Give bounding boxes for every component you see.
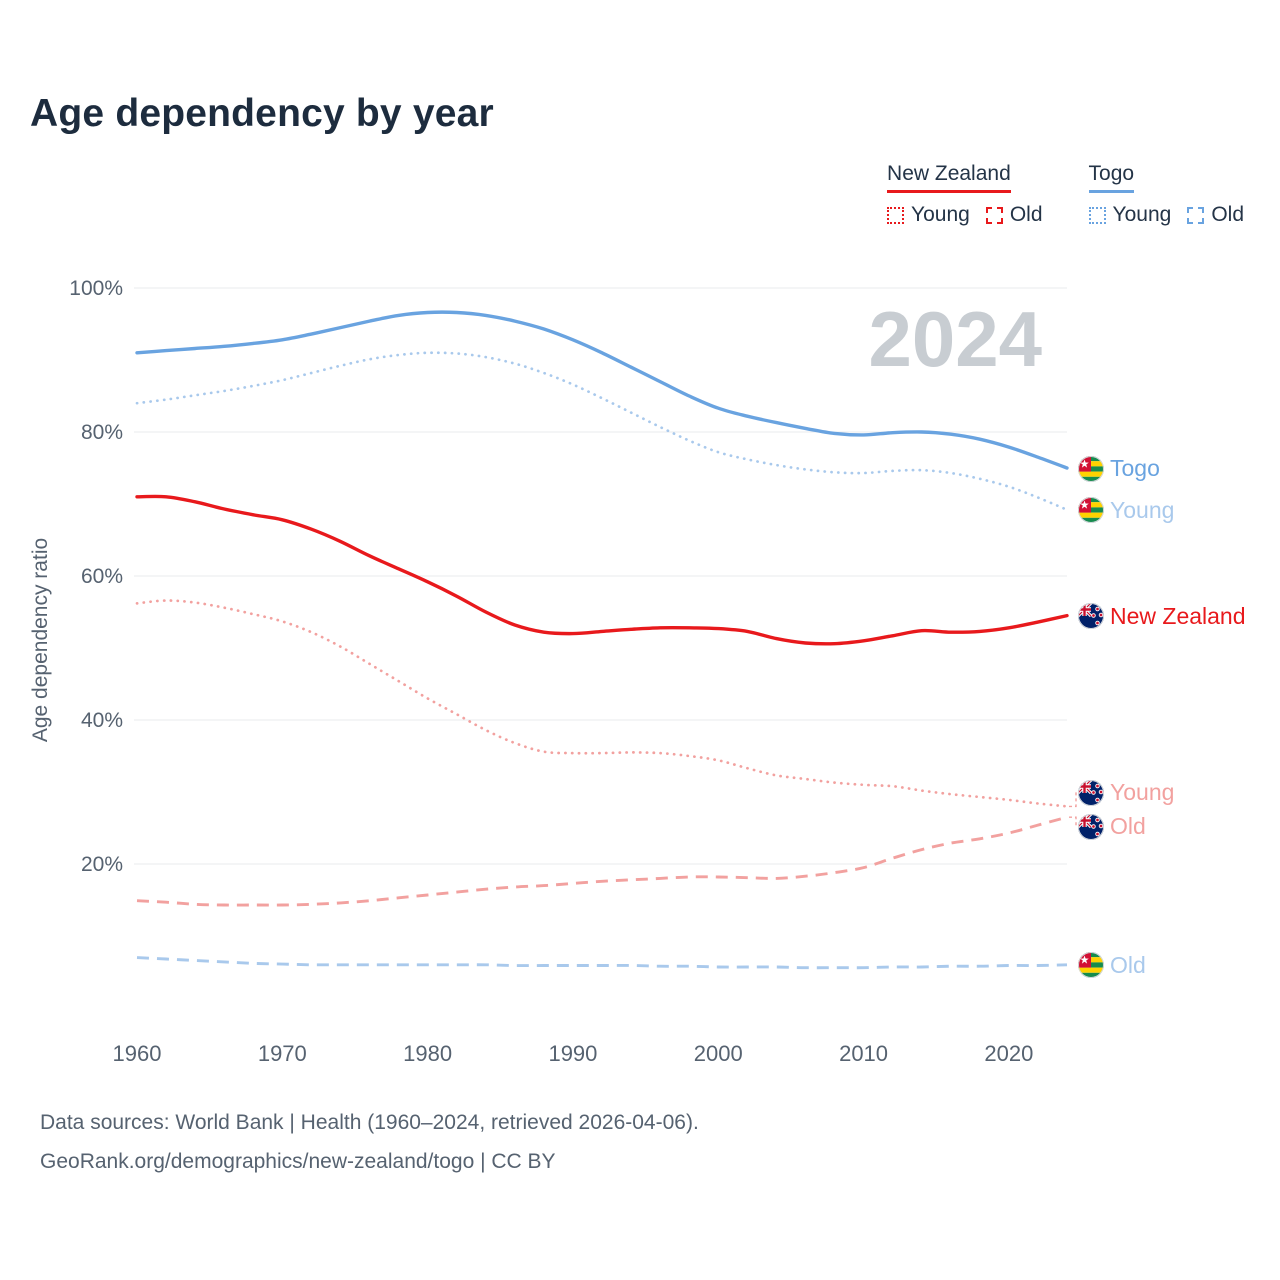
legend-items-new-zealand: Young Old xyxy=(887,203,1043,227)
x-tick-label: 1990 xyxy=(548,1041,597,1066)
x-tick-label: 2010 xyxy=(839,1041,888,1066)
legend-item-nz-young[interactable]: Young xyxy=(887,203,970,227)
series-line-togo xyxy=(135,310,1069,470)
series-line-young-togo xyxy=(135,351,1069,512)
footer-attribution: GeoRank.org/demographics/new-zealand/tog… xyxy=(40,1149,556,1173)
end-label-connector xyxy=(1069,816,1082,827)
legend-group-togo: Togo Young Old xyxy=(1088,162,1244,227)
x-tick-label: 1960 xyxy=(113,1041,162,1066)
y-axis-label: Age dependency ratio xyxy=(29,538,52,742)
togo-old-swatch-icon xyxy=(1187,206,1205,224)
y-tick-label: 20% xyxy=(81,853,123,876)
watermark-year: 2024 xyxy=(868,295,1042,383)
legend-items-togo: Young Old xyxy=(1088,203,1244,227)
legend-item-togo-young[interactable]: Young xyxy=(1088,203,1172,227)
legend-item-nz-old[interactable]: Old xyxy=(985,203,1043,227)
series-line-old-new-zealand xyxy=(136,815,1068,907)
nz-young-swatch-icon xyxy=(887,206,905,224)
legend-country-togo[interactable]: Togo xyxy=(1088,162,1135,193)
legend-label-nz-old: Old xyxy=(1009,203,1043,226)
series-line-young-new-zealand xyxy=(135,599,1069,808)
nz-old-swatch-icon xyxy=(985,206,1003,224)
page-title: Age dependency by year xyxy=(30,92,494,135)
legend-label-togo-old: Old xyxy=(1211,203,1244,226)
footer-sources: Data sources: World Bank | Health (1960–… xyxy=(40,1111,699,1134)
y-tick-label: 60% xyxy=(81,565,123,588)
y-tick-label: 100% xyxy=(69,277,123,300)
x-tick-label: 1980 xyxy=(403,1041,452,1066)
series-line-new-zealand xyxy=(135,494,1069,646)
y-tick-label: 80% xyxy=(81,421,123,444)
series-line-old-togo xyxy=(136,956,1068,970)
legend: New Zealand Young Old Togo Young xyxy=(887,162,1244,227)
y-tick-label: 40% xyxy=(81,709,123,732)
x-tick-label: 2000 xyxy=(694,1041,743,1066)
legend-item-togo-old[interactable]: Old xyxy=(1187,203,1244,227)
footer: Data sources: World Bank | Health (1960–… xyxy=(40,1104,699,1182)
end-label-connector xyxy=(1069,791,1082,808)
x-tick-label: 1970 xyxy=(258,1041,307,1066)
legend-label-nz-young: Young xyxy=(911,203,970,226)
legend-group-new-zealand: New Zealand Young Old xyxy=(887,162,1043,227)
legend-label-togo-young: Young xyxy=(1112,203,1172,226)
legend-country-new-zealand[interactable]: New Zealand xyxy=(887,162,1011,193)
togo-young-swatch-icon xyxy=(1088,206,1106,224)
x-tick-label: 2020 xyxy=(984,1041,1033,1066)
